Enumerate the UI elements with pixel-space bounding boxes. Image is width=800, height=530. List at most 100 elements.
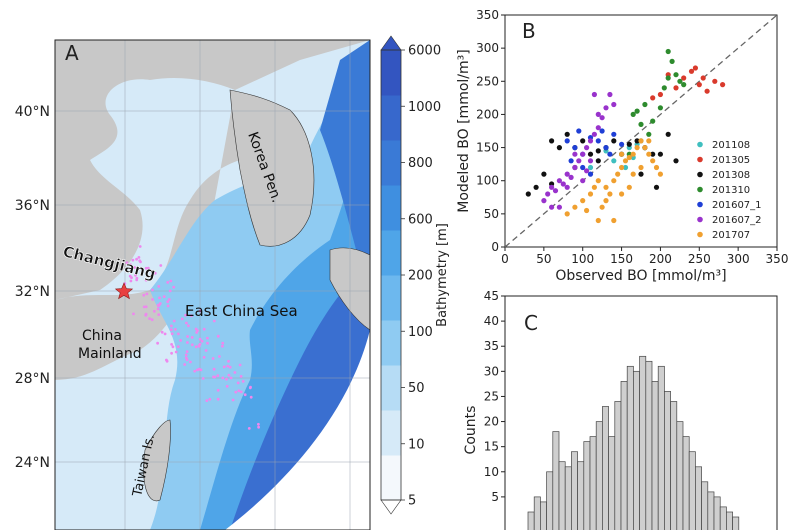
hist-y-tick-label: 5 [491, 490, 499, 504]
scatter-point [673, 72, 679, 78]
histogram-bar [546, 471, 554, 530]
station-point [139, 260, 142, 264]
station-point [221, 344, 224, 348]
scatter-point [630, 151, 636, 157]
panel-a-map: 40°N 36°N 32°N 28°N 24°N A Changjiang Ko… [15, 39, 371, 530]
scatter-point [595, 125, 601, 131]
scatter-point [603, 184, 609, 190]
station-point [216, 334, 220, 338]
station-point [186, 341, 189, 344]
scatter-point [630, 111, 636, 117]
station-point [227, 359, 230, 363]
legend-marker [697, 201, 703, 208]
panel-a-label: A [65, 41, 79, 65]
station-point [160, 330, 164, 334]
x-tick-label: 100 [571, 252, 594, 266]
station-point [125, 261, 129, 265]
station-point [212, 319, 216, 323]
station-point [129, 279, 133, 283]
scatter-point [638, 171, 644, 177]
histogram-bar [732, 516, 740, 530]
scatter-point [591, 131, 598, 137]
scatter-point [720, 82, 726, 88]
histogram-bar [527, 511, 535, 530]
scatter-point [564, 131, 570, 137]
histogram-bar [713, 496, 721, 530]
scatter-point [677, 78, 683, 84]
colorbar-block [381, 230, 401, 276]
scatter-point [657, 91, 664, 98]
colorbar-block [381, 140, 401, 186]
taiwan-island [143, 419, 171, 502]
x-tick-label: 250 [688, 252, 711, 266]
colorbar-block [381, 320, 401, 366]
scatter-point [603, 105, 609, 111]
station-point [187, 324, 190, 328]
scatter-point [638, 138, 644, 144]
scatter-point [572, 151, 578, 157]
station-point [157, 285, 161, 288]
station-point [249, 385, 252, 389]
station-point [170, 332, 174, 336]
station-point [144, 266, 148, 270]
histogram-bar [577, 461, 585, 530]
station-point [156, 307, 160, 311]
legend-label: 201607_1 [712, 200, 762, 211]
histogram-ylabel: Counts [463, 406, 479, 455]
scatter-point [607, 191, 613, 197]
station-point [156, 341, 160, 345]
histogram-bar [701, 481, 709, 530]
scatter-point [615, 171, 621, 177]
scatter-point [572, 145, 578, 151]
scatter-point [560, 181, 566, 187]
histogram-bar [589, 436, 597, 530]
scatter-axes: 0 50 100 150 200 250 300 350 0 50 100 150 200 250 300 3… [476, 8, 788, 266]
latitude-labels: 40°N 36°N 32°N 28°N 24°N [15, 104, 50, 471]
scatter-point [603, 198, 609, 204]
station-point [238, 363, 242, 367]
station-point [237, 389, 241, 393]
scatter-point [564, 171, 570, 177]
scatter-point [580, 164, 586, 171]
scatter-point [580, 198, 586, 204]
scatter-point [564, 138, 570, 144]
station-point [227, 373, 231, 377]
x-tick-label: 50 [536, 252, 551, 266]
hist-y-tick-label: 40 [484, 314, 499, 328]
scatter-point [587, 171, 594, 177]
scatter-point [619, 151, 625, 157]
histogram-bars [527, 355, 740, 530]
histogram-bar [707, 491, 715, 530]
station-point [229, 376, 233, 380]
scatter-point [681, 82, 687, 88]
scatter-point [556, 178, 563, 184]
histogram-bar [639, 355, 647, 530]
domain-outside [225, 330, 370, 530]
station-point [135, 278, 139, 282]
scatter-point [587, 151, 594, 157]
station-point [169, 328, 173, 332]
station-point [184, 353, 188, 357]
station-point [196, 329, 199, 332]
legend-label: 201707 [712, 230, 750, 241]
station-point [202, 355, 206, 359]
scatter-point [587, 158, 594, 164]
colorbar-tick-label: 100 [408, 325, 433, 340]
ocean-pacific [320, 40, 370, 300]
scatter-point [657, 151, 664, 157]
station-point [205, 399, 209, 402]
scatter-point [595, 217, 601, 224]
station-point [231, 398, 235, 402]
histogram-bar [695, 466, 702, 530]
station-point [241, 380, 245, 383]
scatter-point [549, 204, 555, 210]
histogram-bar [540, 501, 547, 530]
scatter-point [576, 158, 582, 164]
scatter-point [595, 138, 601, 144]
station-point [208, 397, 212, 401]
histogram-bar [620, 381, 628, 530]
station-point [153, 309, 156, 313]
scatter-point [580, 178, 586, 184]
station-point [144, 278, 148, 282]
scatter-point [595, 111, 601, 117]
